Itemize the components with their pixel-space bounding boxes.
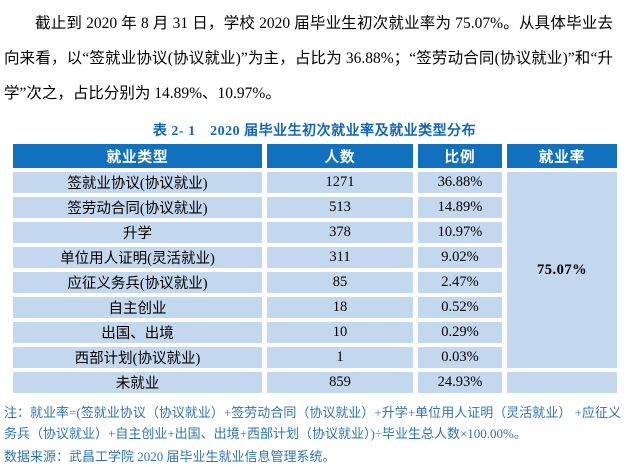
employment-rate-empty-cell bbox=[507, 372, 617, 393]
employment-rate-value: 75.07% bbox=[507, 172, 617, 368]
cell-ratio: 24.93% bbox=[418, 372, 502, 393]
data-source-note: 数据来源：武昌工学院 2020 届毕业生就业信息管理系统。 bbox=[4, 449, 336, 464]
cell-type: 自主创业 bbox=[13, 297, 262, 318]
table-row: 自主创业 18 0.52% bbox=[13, 297, 617, 318]
cell-count: 1 bbox=[267, 347, 413, 368]
cell-type: 签劳动合同(协议就业) bbox=[13, 197, 262, 218]
cell-type: 签就业协议(协议就业) bbox=[13, 172, 262, 193]
table-row: 签就业协议(协议就业) 1271 36.88% 75.07% bbox=[13, 172, 617, 368]
cell-type: 西部计划(协议就业) bbox=[13, 347, 262, 368]
cell-count: 85 bbox=[267, 272, 413, 293]
table-footnote: 注：就业率=(签就业协议（协议就业）+签劳动合同（协议就业）+升学+单位用人证明… bbox=[4, 405, 621, 441]
cell-type: 出国、出境 bbox=[13, 322, 262, 343]
intro-paragraph: 截止到 2020 年 8 月 31 日，学校 2020 届毕业生初次就业率为 7… bbox=[4, 15, 613, 102]
cell-count: 378 bbox=[267, 222, 413, 243]
cell-type: 单位用人证明(灵活就业) bbox=[13, 247, 262, 268]
cell-ratio: 2.47% bbox=[418, 272, 502, 293]
column-header-employment-type: 就业类型 bbox=[13, 144, 262, 168]
table-row: 未就业 859 24.93% bbox=[13, 372, 617, 393]
cell-count: 10 bbox=[267, 322, 413, 343]
column-header-count: 人数 bbox=[267, 144, 413, 168]
cell-count: 859 bbox=[267, 372, 413, 393]
table-row: 西部计划(协议就业) 1 0.03% bbox=[13, 347, 617, 368]
cell-ratio: 0.29% bbox=[418, 322, 502, 343]
column-header-employment-rate: 就业率 bbox=[507, 144, 617, 168]
cell-count: 513 bbox=[267, 197, 413, 218]
cell-ratio: 0.03% bbox=[418, 347, 502, 368]
cell-ratio: 36.88% bbox=[418, 172, 502, 193]
cell-ratio: 9.02% bbox=[418, 247, 502, 268]
document-page: 截止到 2020 年 8 月 31 日，学校 2020 届毕业生初次就业率为 7… bbox=[4, 15, 622, 464]
column-header-ratio: 比例 bbox=[418, 144, 502, 168]
cell-type: 未就业 bbox=[13, 372, 262, 393]
cell-type: 应征义务兵(协议就业) bbox=[13, 272, 262, 293]
cell-ratio: 0.52% bbox=[418, 297, 502, 318]
cell-count: 18 bbox=[267, 297, 413, 318]
table-row: 签劳动合同(协议就业) 513 14.89% bbox=[13, 197, 617, 218]
cell-count: 1271 bbox=[267, 172, 413, 193]
table-row: 出国、出境 10 0.29% bbox=[13, 322, 617, 343]
cell-count: 311 bbox=[267, 247, 413, 268]
table-title: 表 2- 1 2020 届毕业生初次就业率及就业类型分布 bbox=[152, 124, 477, 139]
cell-ratio: 10.97% bbox=[418, 222, 502, 243]
table-row: 升学 378 10.97% bbox=[13, 222, 617, 243]
cell-ratio: 14.89% bbox=[418, 197, 502, 218]
table-row: 应征义务兵(协议就业) 85 2.47% bbox=[13, 272, 617, 293]
cell-type: 升学 bbox=[13, 222, 262, 243]
table-row: 单位用人证明(灵活就业) 311 9.02% bbox=[13, 247, 617, 268]
employment-type-table: 就业类型 人数 比例 就业率 签就业协议(协议就业) 1271 36.88% 7… bbox=[8, 140, 622, 397]
table-header-row: 就业类型 人数 比例 就业率 bbox=[13, 144, 617, 168]
